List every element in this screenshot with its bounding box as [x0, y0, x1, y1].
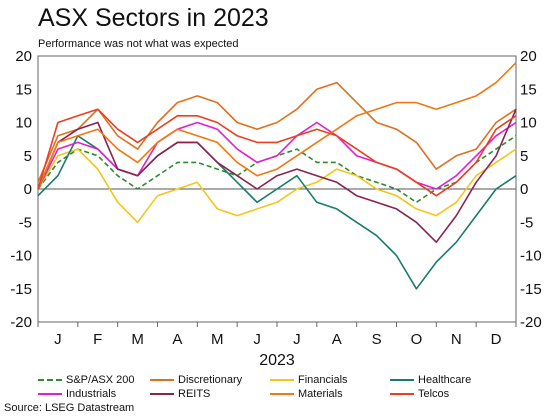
x-tick-label: A: [172, 331, 182, 348]
legend-swatch: [390, 379, 414, 382]
x-tick-label: M: [131, 331, 144, 348]
y-tick-label-left: 10: [15, 115, 32, 132]
x-tick-label: O: [411, 331, 423, 348]
y-tick-label-right: 0: [520, 181, 528, 198]
y-tick-label-left: -10: [10, 248, 32, 265]
y-tick-label-left: -15: [10, 281, 32, 298]
series-line: [37, 108, 517, 197]
legend-item: Financials: [270, 374, 348, 386]
chart-title: ASX Sectors in 2023: [38, 4, 269, 32]
chart-subtitle: Performance was not what was expected: [38, 38, 239, 50]
legend-label: Healthcare: [418, 374, 472, 386]
x-tick-label: D: [491, 331, 502, 348]
legend-swatch: [150, 393, 174, 396]
legend-item: Discretionary: [150, 374, 242, 386]
y-tick-label-left: 20: [15, 48, 32, 65]
y-tick-label-right: 20: [520, 48, 537, 65]
y-tick-label-right: 10: [520, 115, 537, 132]
legend-item: Healthcare: [390, 374, 471, 386]
legend-item: REITS: [150, 388, 210, 400]
legend-swatch: [38, 379, 62, 382]
x-tick-label: J: [293, 331, 301, 348]
x-tick-label: A: [332, 331, 342, 348]
legend-label: S&P/ASX 200: [66, 374, 135, 386]
y-tick-label-right: 15: [520, 81, 537, 98]
legend-swatch: [38, 393, 62, 396]
legend-item: Industrials: [38, 388, 116, 400]
series-line: [37, 148, 517, 224]
legend-label: Discretionary: [178, 374, 243, 386]
y-tick-label-left: 5: [24, 148, 32, 165]
y-tick-label-right: -5: [520, 214, 533, 231]
series-line: [37, 62, 517, 190]
legend-swatch: [390, 393, 414, 396]
y-tick-label-right: 5: [520, 148, 528, 165]
legend-swatch: [150, 379, 174, 382]
legend-item: Telcos: [390, 388, 449, 400]
x-tick-label: F: [93, 331, 102, 348]
y-tick-label-right: -15: [520, 281, 542, 298]
legend-label: REITS: [178, 388, 211, 400]
series-line: [37, 108, 517, 243]
x-tick-label: S: [372, 331, 382, 348]
x-tick-label: N: [451, 331, 462, 348]
x-axis-label: 2023: [259, 352, 295, 369]
y-tick-label-left: 15: [15, 81, 32, 98]
y-tick-label-left: 0: [24, 181, 32, 198]
y-tick-label-right: -20: [520, 314, 542, 331]
x-tick-label: M: [211, 331, 224, 348]
legend-item: Materials: [270, 388, 343, 400]
series-line: [37, 81, 517, 183]
x-tick-label: J: [253, 331, 261, 348]
legend-label: Financials: [298, 374, 348, 386]
y-tick-label-left: -20: [10, 314, 32, 331]
y-tick-label-left: -5: [19, 214, 32, 231]
source-note: Source: LSEG Datastream: [4, 402, 135, 414]
series-line: [37, 121, 517, 190]
legend-swatch: [270, 393, 294, 396]
series-line: [37, 135, 517, 290]
legend-label: Industrials: [66, 388, 117, 400]
legend-item: S&P/ASX 200: [38, 374, 135, 386]
x-tick-label: J: [54, 331, 62, 348]
legend-label: Telcos: [418, 388, 450, 400]
legend-label: Materials: [298, 388, 343, 400]
y-tick-label-right: -10: [520, 248, 542, 265]
legend-swatch: [270, 379, 294, 382]
series-line: [37, 135, 517, 204]
